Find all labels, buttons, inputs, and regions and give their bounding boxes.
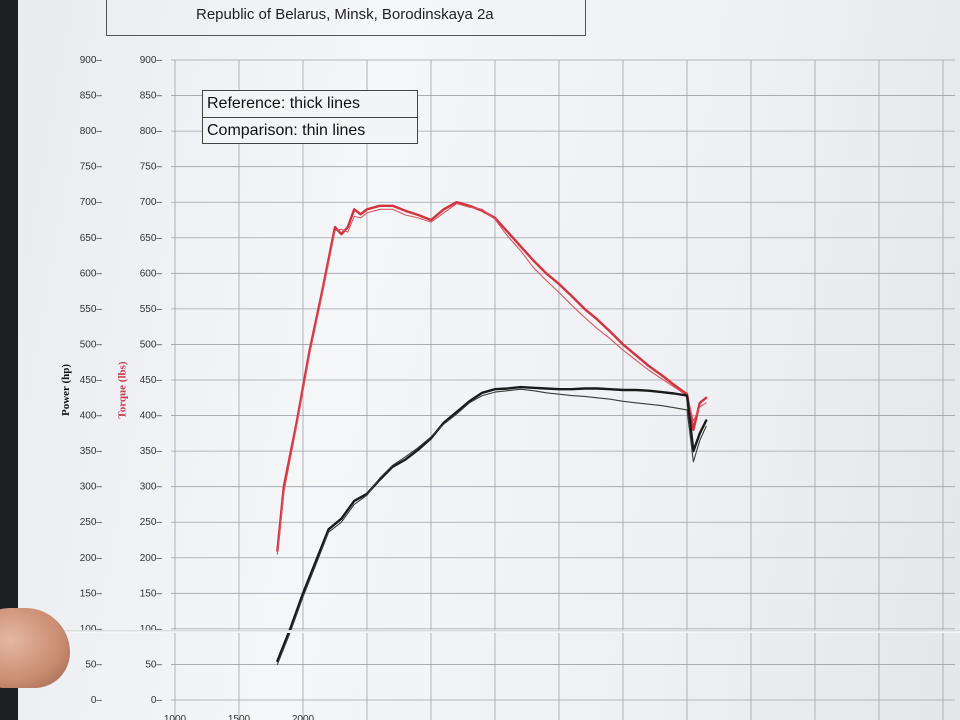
address-text: Republic of Belarus, Minsk, Borodinskaya…	[196, 6, 494, 23]
power-tick-label: 750–	[80, 162, 103, 173]
torque-tick-label: 550–	[140, 304, 163, 315]
torque-tick-label: 650–	[140, 233, 163, 244]
power-tick-label: 300–	[80, 482, 103, 493]
header-box	[106, 0, 586, 36]
power-tick-label: 700–	[80, 197, 103, 208]
power-tick-label: 50–	[85, 659, 102, 670]
torque-tick-label: 150–	[140, 588, 163, 599]
power-tick-label: 900–	[80, 55, 103, 66]
page-edge	[0, 0, 22, 720]
power-axis-title: Power (hp)	[60, 363, 73, 417]
torque-tick-label: 850–	[140, 91, 163, 102]
torque-comparison-line	[276, 203, 707, 555]
torque-reference-line	[276, 201, 708, 552]
torque-tick-label: 350–	[140, 446, 163, 457]
power-tick-label: 500–	[80, 339, 103, 350]
power-tick-label: 550–	[80, 304, 103, 315]
power-tick-label: 350–	[80, 446, 103, 457]
power-tick-label: 200–	[80, 553, 103, 564]
legend: Reference: thick lines Comparison: thin …	[202, 90, 418, 144]
paper-fold	[22, 630, 960, 633]
torque-tick-label: 200–	[140, 553, 163, 564]
torque-tick-label: 100–	[140, 624, 163, 635]
rpm-axis-ticks: 1000 1500 2000	[164, 714, 315, 720]
torque-tick-label: 900–	[140, 55, 163, 66]
torque-tick-label: 600–	[140, 268, 163, 279]
power-tick-label: 800–	[80, 126, 103, 137]
power-tick-label: 450–	[80, 375, 103, 386]
rpm-tick-label: 1000	[164, 714, 187, 720]
torque-tick-label: 750–	[140, 162, 163, 173]
torque-tick-label: 400–	[140, 411, 163, 422]
torque-tick-label: 700–	[140, 197, 163, 208]
torque-tick-label: 250–	[140, 517, 163, 528]
torque-tick-label: 300–	[140, 482, 163, 493]
power-tick-label: 250–	[80, 517, 103, 528]
legend-comparison: Comparison: thin lines	[203, 117, 417, 144]
power-comparison-line	[276, 388, 707, 665]
power-tick-label: 0–	[91, 695, 103, 706]
power-tick-label: 850–	[80, 91, 103, 102]
torque-axis-title: Torque (lbs)	[116, 361, 129, 419]
power-tick-label: 100–	[80, 624, 103, 635]
chart-series	[276, 201, 708, 665]
power-axis-ticks: 0– 50– 100– 150– 200– 250– 300– 350– 400– 450– 500…	[80, 55, 103, 706]
rpm-tick-label: 1500	[228, 714, 251, 720]
torque-tick-label: 500–	[140, 339, 163, 350]
power-tick-label: 650–	[80, 233, 103, 244]
torque-tick-label: 450–	[140, 375, 163, 386]
legend-reference: Reference: thick lines	[207, 95, 360, 112]
torque-axis-ticks: 0– 50– 100– 150– 200– 250– 300– 350– 400– 450– 500…	[140, 55, 163, 706]
torque-tick-label: 0–	[151, 695, 163, 706]
power-reference-line	[276, 385, 708, 663]
rpm-tick-label: 2000	[292, 714, 315, 720]
power-tick-label: 150–	[80, 588, 103, 599]
power-tick-label: 400–	[80, 411, 103, 422]
power-tick-label: 600–	[80, 268, 103, 279]
torque-tick-label: 800–	[140, 126, 163, 137]
torque-tick-label: 50–	[145, 659, 162, 670]
